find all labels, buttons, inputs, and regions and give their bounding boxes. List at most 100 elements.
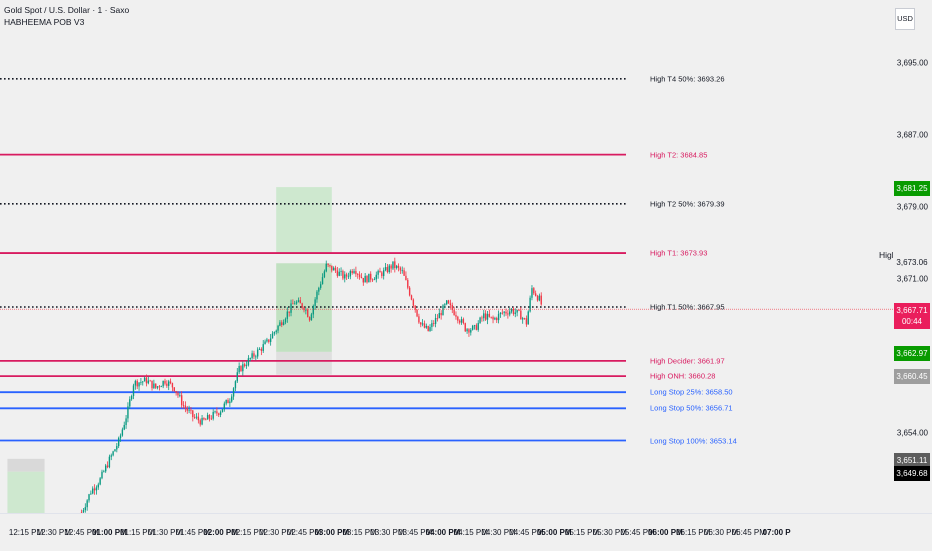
candle[interactable] — [360, 276, 363, 278]
candle[interactable] — [231, 396, 233, 402]
candle[interactable] — [531, 288, 533, 298]
candle[interactable] — [177, 392, 179, 396]
candle[interactable] — [420, 322, 422, 325]
candle[interactable] — [95, 487, 98, 491]
candle[interactable] — [318, 287, 320, 292]
candle[interactable] — [117, 438, 120, 447]
candle[interactable] — [520, 310, 522, 320]
indicator-title[interactable]: HABHEEMA POB V3 — [4, 17, 85, 27]
candle[interactable] — [236, 372, 238, 382]
candle[interactable] — [240, 366, 242, 372]
candle[interactable] — [243, 364, 246, 367]
candle[interactable] — [86, 500, 88, 508]
candle[interactable] — [299, 300, 301, 304]
candle[interactable] — [219, 412, 222, 415]
candle[interactable] — [414, 305, 416, 310]
candle[interactable] — [249, 358, 251, 359]
candle[interactable] — [429, 327, 431, 332]
candle[interactable] — [314, 299, 316, 306]
candle[interactable] — [399, 267, 402, 271]
candle[interactable] — [453, 310, 455, 316]
candle[interactable] — [497, 314, 500, 321]
candle[interactable] — [464, 323, 466, 332]
candle[interactable] — [104, 465, 107, 472]
candle[interactable] — [355, 271, 357, 275]
candle[interactable] — [156, 386, 159, 388]
candle[interactable] — [477, 323, 479, 330]
candle[interactable] — [153, 383, 155, 389]
candle[interactable] — [179, 395, 181, 397]
candle[interactable] — [180, 395, 183, 406]
candle[interactable] — [168, 381, 170, 386]
candle[interactable] — [281, 322, 283, 326]
candle[interactable] — [201, 417, 203, 425]
candle[interactable] — [155, 383, 157, 388]
candle[interactable] — [407, 280, 409, 288]
candle[interactable] — [238, 366, 240, 373]
candle[interactable] — [268, 339, 270, 342]
candle[interactable] — [97, 484, 99, 488]
candle[interactable] — [471, 325, 474, 330]
time-axis[interactable]: 12:15 PM 12:30 PM 12:45 PM 01:00 PM 01:15 PM… — [0, 513, 932, 551]
price-axis[interactable]: USD 3,695.00 3,687.00 3,679.00 3,671.00 3,65… — [893, 0, 932, 513]
candle[interactable] — [245, 365, 248, 367]
candle[interactable] — [88, 494, 90, 501]
candle[interactable] — [323, 271, 326, 278]
candle[interactable] — [114, 449, 116, 452]
candle[interactable] — [208, 414, 211, 419]
chart-canvas[interactable] — [0, 0, 893, 513]
candle[interactable] — [143, 377, 146, 382]
candle[interactable] — [132, 385, 135, 397]
candle[interactable] — [538, 295, 541, 301]
candle[interactable] — [521, 318, 524, 320]
candle[interactable] — [451, 304, 453, 311]
candle[interactable] — [216, 411, 218, 414]
candle[interactable] — [255, 356, 257, 358]
candle[interactable] — [227, 399, 229, 404]
candle[interactable] — [509, 311, 511, 315]
candle[interactable] — [460, 319, 463, 323]
candle[interactable] — [138, 382, 140, 387]
candle[interactable] — [195, 416, 198, 418]
candle[interactable] — [377, 270, 379, 275]
candle[interactable] — [342, 271, 344, 279]
candle[interactable] — [492, 317, 494, 320]
candle[interactable] — [149, 380, 151, 382]
candle[interactable] — [307, 309, 309, 318]
candle[interactable] — [162, 380, 164, 387]
candle[interactable] — [110, 455, 112, 457]
candle[interactable] — [290, 303, 292, 313]
candle[interactable] — [192, 410, 194, 418]
candle[interactable] — [536, 295, 539, 301]
candle[interactable] — [503, 311, 505, 313]
candle[interactable] — [294, 303, 296, 305]
candle[interactable] — [147, 380, 150, 384]
candle[interactable] — [288, 311, 290, 313]
candle[interactable] — [357, 274, 359, 275]
candle[interactable] — [305, 309, 307, 311]
candle[interactable] — [218, 413, 220, 415]
candle[interactable] — [232, 388, 235, 397]
candle[interactable] — [175, 391, 177, 393]
candle[interactable] — [481, 317, 483, 319]
candle[interactable] — [90, 493, 92, 495]
candle[interactable] — [470, 329, 472, 333]
candle[interactable] — [269, 338, 272, 342]
candle[interactable] — [214, 411, 216, 413]
candle[interactable] — [427, 325, 429, 332]
candle[interactable] — [173, 387, 175, 392]
candle[interactable] — [210, 418, 213, 420]
candle[interactable] — [379, 270, 381, 273]
candle[interactable] — [496, 318, 498, 321]
candle[interactable] — [251, 353, 253, 359]
currency-button[interactable]: USD — [895, 8, 915, 30]
candle[interactable] — [523, 318, 526, 319]
candle[interactable] — [319, 284, 322, 288]
candle[interactable] — [473, 325, 476, 327]
candle[interactable] — [242, 364, 244, 372]
candle[interactable] — [397, 265, 400, 268]
candle[interactable] — [286, 311, 289, 319]
candle[interactable] — [368, 273, 370, 283]
candle[interactable] — [93, 488, 96, 491]
candle[interactable] — [340, 271, 342, 272]
